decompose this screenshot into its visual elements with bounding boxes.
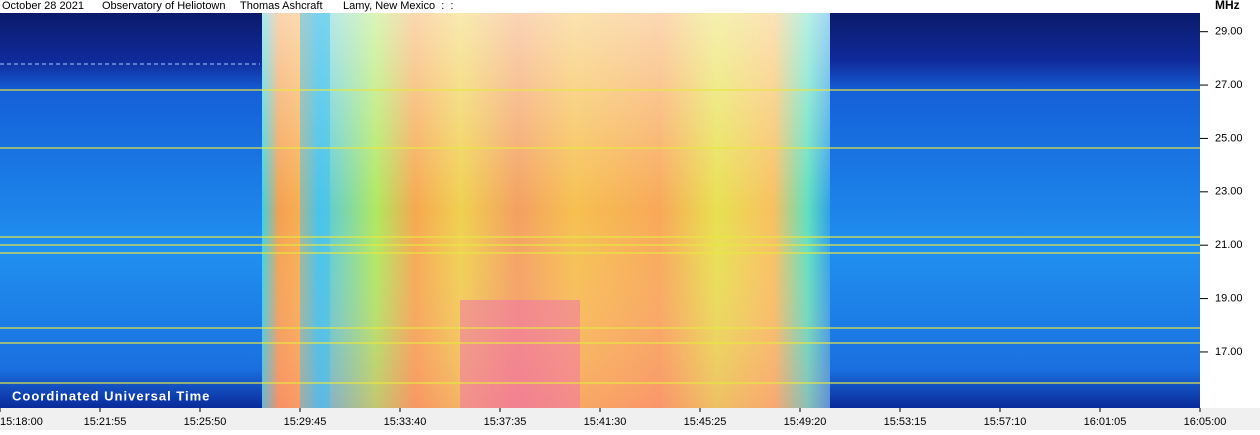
x-tick-label: 16:05:00	[1184, 416, 1227, 428]
header-date: October 28 2021	[2, 0, 84, 12]
y-axis-panel	[1200, 13, 1260, 408]
x-tick-label: 15:29:45	[284, 416, 327, 428]
x-tick-label: 15:25:50	[184, 416, 227, 428]
y-tick-label: 29.00	[1215, 26, 1243, 38]
x-tick-label: 15:41:30	[584, 416, 627, 428]
y-tick-label: 17.00	[1215, 346, 1243, 358]
x-tick-label: 15:21:55	[84, 416, 127, 428]
x-tick-label: 15:33:40	[384, 416, 427, 428]
x-axis-label: Coordinated Universal Time	[12, 388, 210, 403]
y-tick-label: 25.00	[1215, 132, 1243, 144]
y-tick-label: 27.00	[1215, 79, 1243, 91]
header-location: Lamy, New Mexico : :	[343, 0, 453, 12]
y-tick-label: 23.00	[1215, 186, 1243, 198]
x-tick-label: 15:53:15	[884, 416, 927, 428]
x-tick-label: 15:37:35	[484, 416, 527, 428]
header-observer: Thomas Ashcraft	[240, 0, 323, 12]
y-tick-label: 19.00	[1215, 292, 1243, 304]
spectrogram-image	[0, 13, 1200, 408]
x-tick-label: 15:45:25	[684, 416, 727, 428]
x-tick-label: 16:01:05	[1084, 416, 1127, 428]
x-tick-label: 15:57:10	[984, 416, 1027, 428]
y-tick-label: 21.00	[1215, 239, 1243, 251]
x-tick-label: 15:49:20	[784, 416, 827, 428]
header-observatory: Observatory of Heliotown	[102, 0, 226, 12]
x-tick-label: 15:18:00	[0, 416, 43, 428]
y-axis-label: MHz	[1215, 0, 1240, 12]
x-axis-panel	[0, 408, 1260, 430]
